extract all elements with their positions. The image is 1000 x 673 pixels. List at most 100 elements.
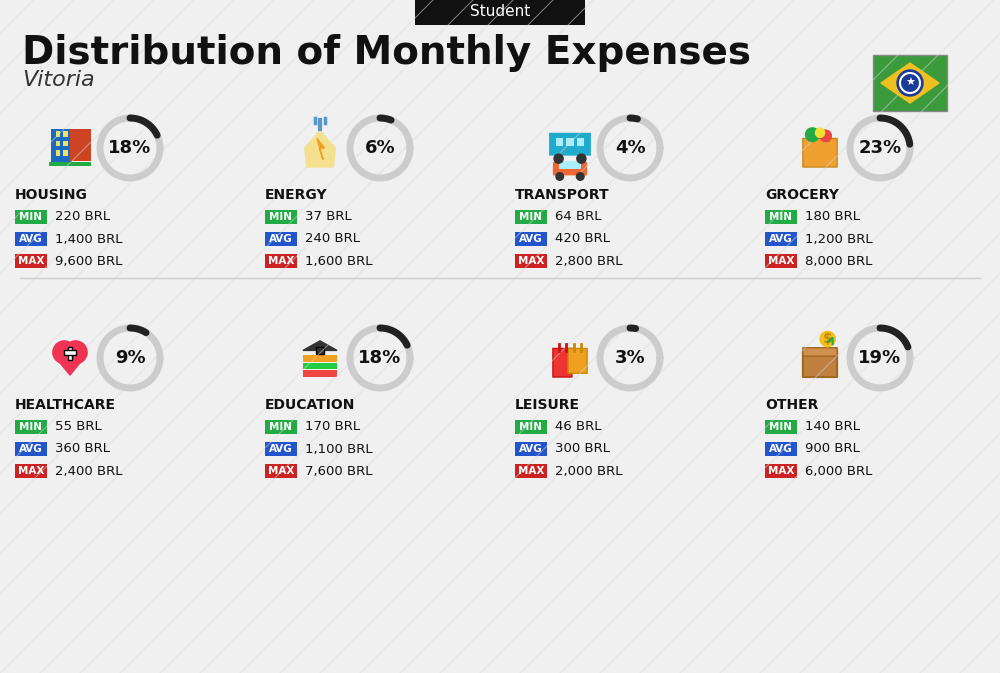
Polygon shape: [317, 139, 325, 160]
Circle shape: [53, 341, 76, 363]
FancyBboxPatch shape: [803, 139, 837, 167]
Text: 3%: 3%: [615, 349, 645, 367]
Text: 420 BRL: 420 BRL: [555, 232, 610, 246]
Text: 18%: 18%: [358, 349, 402, 367]
Circle shape: [897, 70, 923, 96]
FancyBboxPatch shape: [577, 138, 584, 146]
Polygon shape: [881, 63, 939, 103]
Text: MIN: MIN: [20, 212, 42, 222]
FancyBboxPatch shape: [303, 370, 337, 377]
Text: MIN: MIN: [270, 422, 292, 432]
Text: AVG: AVG: [769, 234, 793, 244]
FancyBboxPatch shape: [553, 162, 587, 176]
Text: 46 BRL: 46 BRL: [555, 421, 602, 433]
Text: MAX: MAX: [768, 256, 794, 266]
Text: AVG: AVG: [519, 234, 543, 244]
FancyBboxPatch shape: [265, 464, 297, 478]
Text: HOUSING: HOUSING: [15, 188, 88, 202]
FancyBboxPatch shape: [51, 129, 72, 165]
Circle shape: [556, 173, 564, 180]
Circle shape: [820, 331, 835, 347]
Text: MAX: MAX: [18, 256, 44, 266]
FancyBboxPatch shape: [303, 355, 337, 362]
Circle shape: [576, 173, 584, 180]
FancyBboxPatch shape: [559, 162, 581, 169]
Text: MAX: MAX: [18, 466, 44, 476]
Text: 2,400 BRL: 2,400 BRL: [55, 464, 122, 478]
Text: 170 BRL: 170 BRL: [305, 421, 360, 433]
Text: 4%: 4%: [615, 139, 645, 157]
FancyBboxPatch shape: [553, 349, 572, 377]
Text: Distribution of Monthly Expenses: Distribution of Monthly Expenses: [22, 34, 751, 72]
FancyBboxPatch shape: [15, 232, 47, 246]
Text: EDUCATION: EDUCATION: [265, 398, 355, 412]
Text: 7,600 BRL: 7,600 BRL: [305, 464, 372, 478]
Text: AVG: AVG: [19, 444, 43, 454]
Text: 64 BRL: 64 BRL: [555, 211, 602, 223]
FancyBboxPatch shape: [515, 232, 547, 246]
Text: OTHER: OTHER: [765, 398, 818, 412]
Circle shape: [820, 130, 831, 141]
Text: MAX: MAX: [268, 466, 294, 476]
Text: 1,200 BRL: 1,200 BRL: [805, 232, 873, 246]
FancyBboxPatch shape: [63, 131, 68, 137]
FancyBboxPatch shape: [56, 150, 60, 155]
FancyBboxPatch shape: [303, 363, 337, 369]
Circle shape: [806, 128, 819, 141]
Text: 1,400 BRL: 1,400 BRL: [55, 232, 122, 246]
Text: 300 BRL: 300 BRL: [555, 443, 610, 456]
Text: 360 BRL: 360 BRL: [55, 443, 110, 456]
FancyBboxPatch shape: [415, 0, 585, 25]
Text: 240 BRL: 240 BRL: [305, 232, 360, 246]
FancyBboxPatch shape: [765, 464, 797, 478]
FancyBboxPatch shape: [568, 349, 587, 374]
FancyBboxPatch shape: [49, 162, 91, 166]
Circle shape: [577, 154, 586, 163]
Text: 18%: 18%: [108, 139, 152, 157]
FancyBboxPatch shape: [63, 141, 68, 146]
Text: ★: ★: [905, 78, 915, 88]
Text: 220 BRL: 220 BRL: [55, 211, 110, 223]
Text: 9%: 9%: [115, 349, 145, 367]
Text: AVG: AVG: [519, 444, 543, 454]
Polygon shape: [303, 341, 337, 351]
Text: MIN: MIN: [270, 212, 292, 222]
FancyBboxPatch shape: [765, 210, 797, 224]
FancyBboxPatch shape: [15, 442, 47, 456]
Text: AVG: AVG: [269, 444, 293, 454]
FancyBboxPatch shape: [515, 464, 547, 478]
FancyBboxPatch shape: [765, 442, 797, 456]
FancyBboxPatch shape: [70, 129, 91, 162]
Text: TRANSPORT: TRANSPORT: [515, 188, 610, 202]
Circle shape: [815, 129, 825, 137]
FancyBboxPatch shape: [56, 141, 60, 146]
Text: MIN: MIN: [520, 422, 542, 432]
Text: AVG: AVG: [269, 234, 293, 244]
Text: HEALTHCARE: HEALTHCARE: [15, 398, 116, 412]
Text: AVG: AVG: [769, 444, 793, 454]
FancyBboxPatch shape: [549, 133, 591, 155]
Text: GROCERY: GROCERY: [765, 188, 839, 202]
FancyBboxPatch shape: [515, 210, 547, 224]
Polygon shape: [53, 354, 87, 375]
FancyBboxPatch shape: [265, 254, 297, 268]
Text: 2,000 BRL: 2,000 BRL: [555, 464, 622, 478]
FancyBboxPatch shape: [265, 232, 297, 246]
FancyBboxPatch shape: [15, 420, 47, 434]
FancyBboxPatch shape: [15, 464, 47, 478]
FancyBboxPatch shape: [873, 55, 947, 111]
Text: MIN: MIN: [520, 212, 542, 222]
FancyBboxPatch shape: [765, 420, 797, 434]
Text: LEISURE: LEISURE: [515, 398, 580, 412]
Text: 55 BRL: 55 BRL: [55, 421, 102, 433]
Circle shape: [554, 154, 563, 163]
FancyBboxPatch shape: [15, 254, 47, 268]
Text: Vitoria: Vitoria: [22, 70, 95, 90]
FancyBboxPatch shape: [265, 420, 297, 434]
FancyBboxPatch shape: [765, 254, 797, 268]
FancyBboxPatch shape: [566, 138, 574, 146]
FancyBboxPatch shape: [15, 210, 47, 224]
FancyBboxPatch shape: [56, 131, 60, 137]
Text: 6,000 BRL: 6,000 BRL: [805, 464, 872, 478]
Text: 9,600 BRL: 9,600 BRL: [55, 254, 122, 267]
